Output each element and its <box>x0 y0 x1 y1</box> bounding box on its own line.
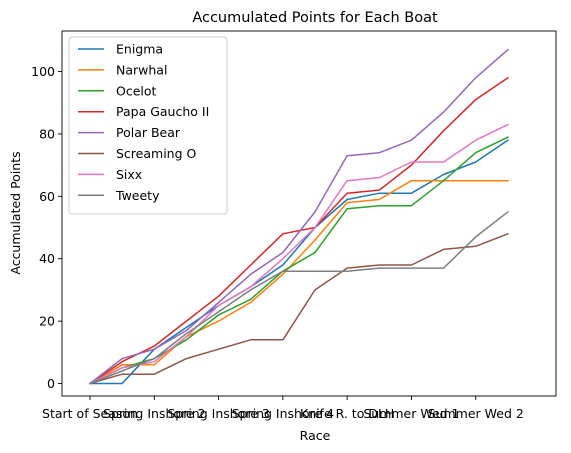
x-tick-label: Spring Inshore 2 <box>103 406 205 421</box>
series-line-tweety <box>89 210 509 385</box>
y-tick-label: 40 <box>39 251 55 266</box>
legend-label: Screaming O <box>116 146 197 161</box>
chart-title: Accumulated Points for Each Boat <box>192 10 438 26</box>
y-tick-label: 60 <box>39 189 55 204</box>
y-tick-label: 20 <box>39 314 55 329</box>
y-axis: 0 20 40 60 80 100 <box>31 64 62 391</box>
y-tick-label: 0 <box>47 376 55 391</box>
legend-box <box>68 36 228 215</box>
legend-label: Papa Gaucho II <box>116 104 209 119</box>
series-line-ocelot <box>88 136 509 385</box>
x-axis-label: Race <box>300 428 331 443</box>
x-tick-label: Spring Inshore 4 <box>232 406 335 421</box>
legend-label: Narwhal <box>116 62 167 77</box>
y-tick-label: 80 <box>39 126 55 141</box>
legend-label: Tweety <box>115 188 160 203</box>
legend-label: Enigma <box>116 42 163 57</box>
series-line-screaming-o <box>89 232 509 385</box>
y-tick-label: 100 <box>31 64 55 79</box>
x-tick-label: Summer Wed 1 <box>363 406 459 421</box>
legend-label: Ocelot <box>116 83 157 98</box>
series-line-sixx <box>88 123 509 385</box>
y-axis-label: Accumulated Points <box>8 151 23 274</box>
series-line-papa-gaucho-ii <box>88 76 509 385</box>
legend: Enigma Narwhal Ocelot Papa Gaucho II Polar B… <box>68 36 228 215</box>
legend-label: Polar Bear <box>116 125 181 140</box>
x-tick-label: Start of Season <box>42 406 138 421</box>
legend-label: Sixx <box>116 167 142 182</box>
x-tick-label: Summer Wed 2 <box>428 406 524 421</box>
series-line-narwhal <box>88 179 509 385</box>
x-tick-label: Spring Inshore 3 <box>167 406 269 421</box>
x-tick-label: Knife R. to DLH <box>300 406 394 421</box>
series-lines <box>88 48 509 385</box>
series-line-polar-bear <box>88 48 509 385</box>
